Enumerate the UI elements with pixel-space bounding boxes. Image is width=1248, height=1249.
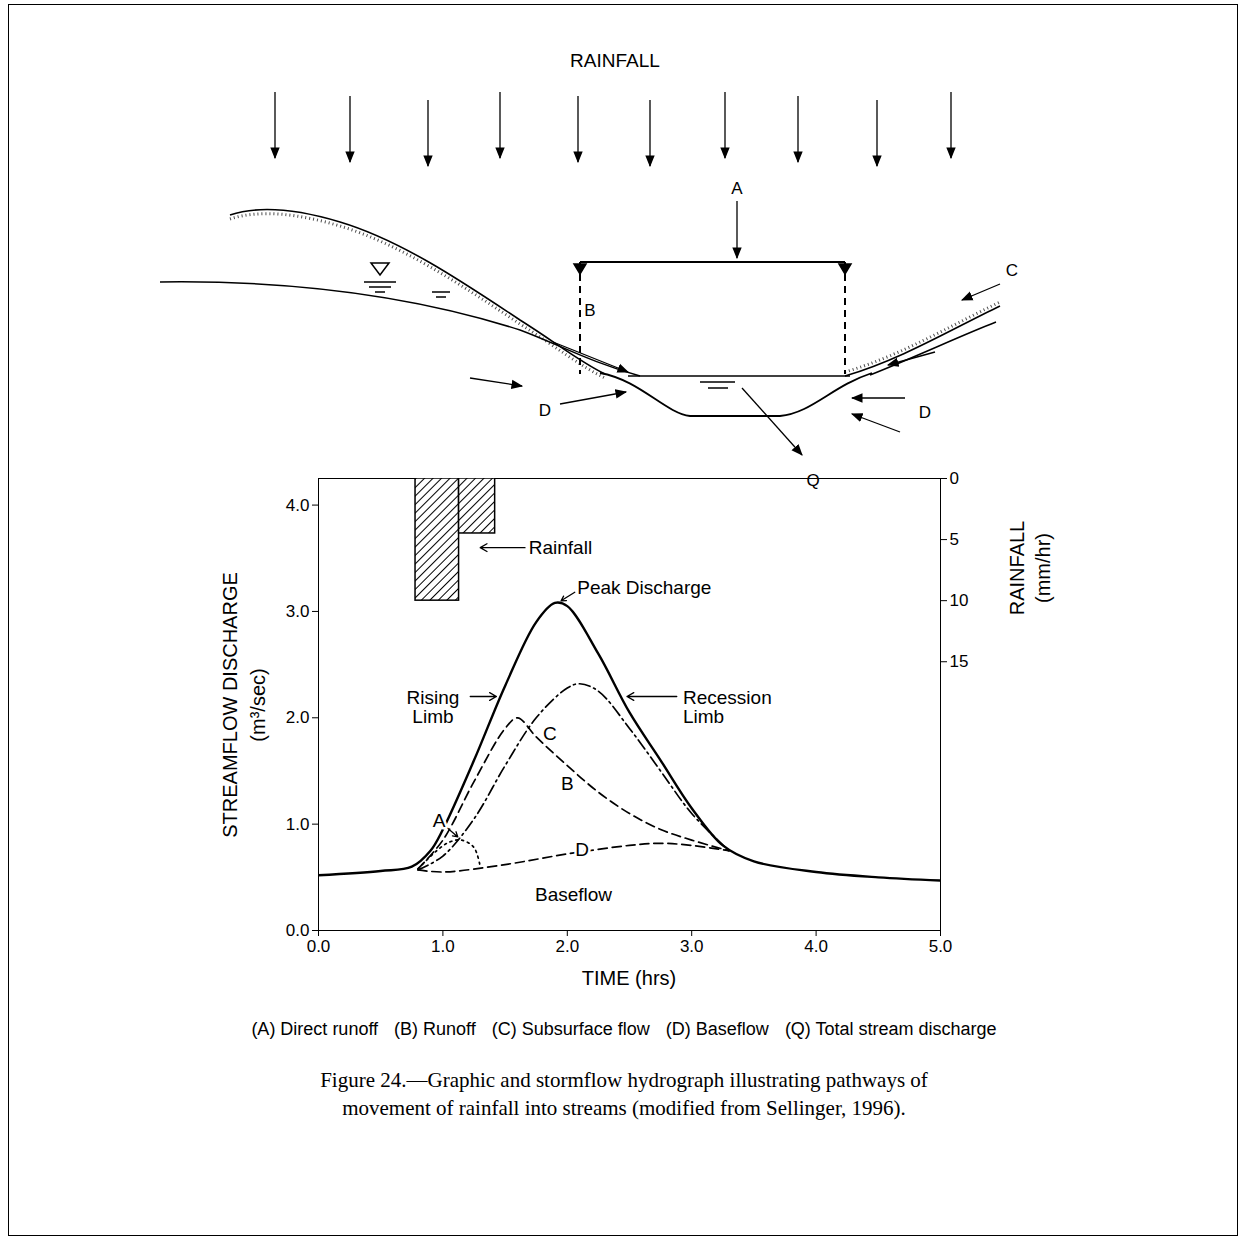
svg-text:Baseflow: Baseflow [535, 884, 612, 905]
html-text:Figure 24.—Graphic and stormfl: Figure 24.—Graphic and stormflow hydrogr… [320, 1068, 928, 1120]
svg-text:1.0: 1.0 [431, 937, 455, 956]
svg-text:4.0: 4.0 [286, 496, 310, 515]
svg-text:Q: Q [806, 471, 819, 490]
svg-text:3.0: 3.0 [680, 937, 704, 956]
svg-text:STREAMFLOW DISCHARGE: STREAMFLOW DISCHARGE [219, 572, 241, 838]
svg-text:15: 15 [950, 652, 969, 671]
svg-text:(m³/sec): (m³/sec) [247, 668, 269, 741]
svg-text:(A) Direct runoff(B) Runoff(C): (A) Direct runoff(B) Runoff(C) Subsurfac… [251, 1019, 996, 1039]
svg-text:TIME (hrs): TIME (hrs) [582, 967, 676, 989]
svg-text:D: D [575, 839, 589, 860]
svg-text:0.0: 0.0 [285, 920, 310, 940]
svg-text:2.0: 2.0 [555, 937, 579, 956]
svg-text:D: D [539, 401, 551, 420]
svg-text:4.0: 4.0 [804, 937, 828, 956]
svg-text:RisingLimb: RisingLimb [407, 687, 460, 727]
svg-text:Rainfall: Rainfall [529, 537, 592, 558]
svg-text:Peak Discharge: Peak Discharge [577, 577, 711, 598]
svg-text:10: 10 [950, 591, 969, 610]
svg-text:A: A [731, 179, 743, 198]
svg-text:C: C [543, 723, 557, 744]
svg-text:B: B [561, 773, 574, 794]
svg-text:RAINFALL: RAINFALL [1006, 521, 1028, 615]
svg-text:2.0: 2.0 [286, 708, 310, 727]
svg-text:C: C [1006, 261, 1018, 280]
svg-text:5.0: 5.0 [929, 937, 953, 956]
svg-text:RAINFALL: RAINFALL [570, 50, 660, 71]
svg-text:1.0: 1.0 [286, 815, 310, 834]
svg-text:(mm/hr): (mm/hr) [1032, 533, 1054, 603]
svg-text:B: B [584, 301, 595, 320]
svg-text:3.0: 3.0 [286, 602, 310, 621]
svg-text:RecessionLimb: RecessionLimb [683, 687, 772, 727]
svg-text:0.0: 0.0 [307, 937, 331, 956]
svg-text:5: 5 [950, 530, 959, 549]
svg-text:A: A [433, 810, 446, 831]
svg-text:0: 0 [950, 469, 959, 488]
svg-text:D: D [919, 403, 931, 422]
